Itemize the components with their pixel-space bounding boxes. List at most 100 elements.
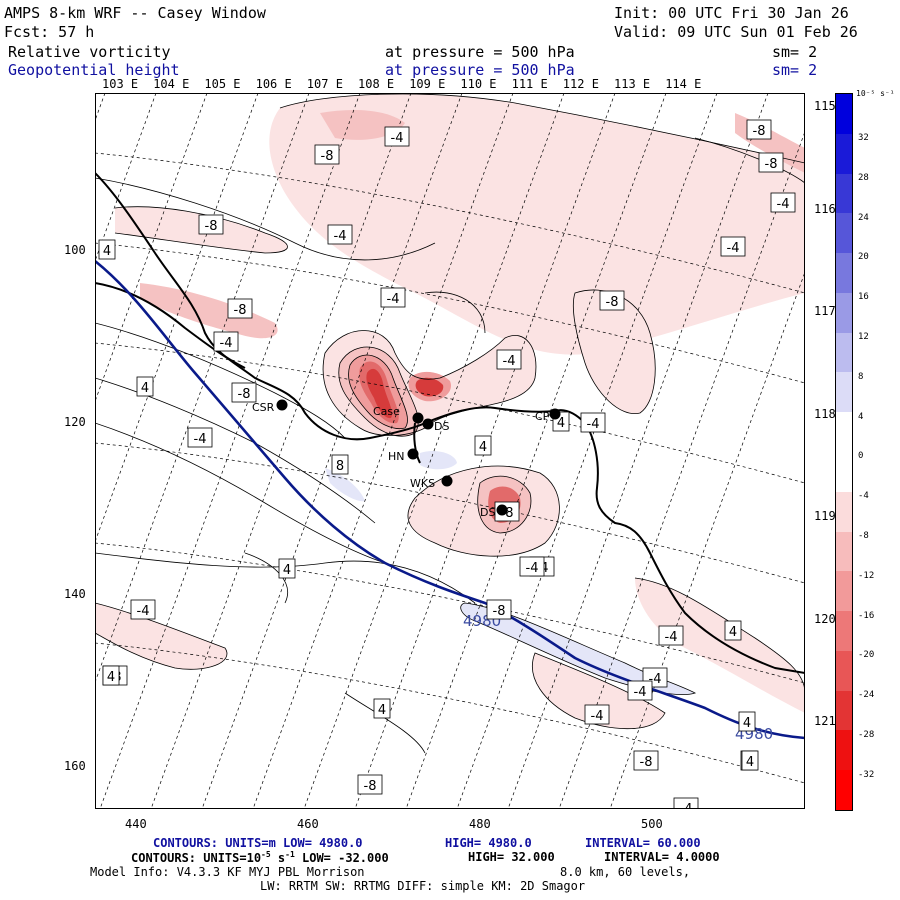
footer-height-interval: INTERVAL= 60.000 xyxy=(585,836,701,850)
station-marker xyxy=(441,475,453,487)
grid-meridian xyxy=(201,93,463,809)
contour-label: -8 xyxy=(746,119,772,140)
top-lon-label: 114 E xyxy=(665,77,702,91)
grid-meridian xyxy=(95,93,259,543)
colorbar-swatch xyxy=(836,452,852,493)
contour-label: -8 xyxy=(227,298,253,319)
svg-text:-8: -8 xyxy=(205,219,218,234)
svg-text:4: 4 xyxy=(557,416,565,431)
contour-label: -4 xyxy=(658,625,684,646)
x-tick-label: 480 xyxy=(469,817,491,831)
svg-text:-4: -4 xyxy=(194,432,207,447)
contour-label: -8 xyxy=(314,144,340,165)
colorbar-label: -4 xyxy=(858,491,869,502)
svg-text:-4: -4 xyxy=(137,604,150,619)
colorbar-swatch xyxy=(836,94,852,135)
colorbar-label: 4 xyxy=(858,411,864,422)
contour-label: 8 xyxy=(331,454,349,475)
stations: CSR Case DS HN WKS CP DS xyxy=(252,399,561,519)
svg-text:-8: -8 xyxy=(765,157,778,172)
contour-label: 4 xyxy=(278,558,296,579)
grid-parallel xyxy=(95,642,805,784)
coastline xyxy=(95,172,805,674)
footer-physics: LW: RRTM SW: RRTMG DIFF: simple KM: 2D S… xyxy=(260,879,586,893)
colorbar-swatch xyxy=(836,372,852,413)
contour-label: -8 xyxy=(231,382,257,403)
svg-text:-4: -4 xyxy=(587,417,600,432)
colorbar-label: 12 xyxy=(858,332,869,342)
footer-model-info: Model Info: V4.3.3 KF MYJ PBL Morrison xyxy=(90,865,365,879)
contour-label: -4 xyxy=(187,427,213,448)
svg-text:-4: -4 xyxy=(665,630,678,645)
top-lon-label: 104 E xyxy=(153,77,190,91)
svg-text:4: 4 xyxy=(479,440,487,455)
colorbar-label: -28 xyxy=(858,730,875,740)
station-marker xyxy=(407,448,419,460)
colorbar xyxy=(835,93,853,811)
field2-name: Geopotential height xyxy=(8,61,180,79)
negative-vorticity-shading xyxy=(95,93,805,729)
contour-label: -4 xyxy=(519,556,545,577)
svg-text:-8: -8 xyxy=(364,779,377,794)
colorbar-swatch xyxy=(836,491,852,533)
grid-meridian xyxy=(99,93,361,809)
colorbar-swatch xyxy=(836,412,852,453)
colorbar-label: 28 xyxy=(858,172,869,183)
svg-text:-4: -4 xyxy=(334,229,347,244)
top-lon-label: 109 E xyxy=(409,77,446,91)
contour-label: -4 xyxy=(496,349,522,370)
colorbar-swatch xyxy=(836,650,852,692)
colorbar-label: 16 xyxy=(858,292,869,303)
station-label: DS xyxy=(480,506,495,519)
svg-text:4: 4 xyxy=(746,755,754,770)
station-marker xyxy=(496,504,508,516)
svg-text:-4: -4 xyxy=(526,561,539,576)
positive-vorticity-shading xyxy=(325,451,695,695)
contour-label: 4 xyxy=(724,620,742,641)
contour-label: -4 xyxy=(627,680,653,701)
colorbar-swatch xyxy=(836,133,852,175)
contour-label: -4 xyxy=(720,236,746,257)
field2-pressure: at pressure = 500 hPa xyxy=(385,61,575,79)
footer-vort-interval: INTERVAL= 4.0000 xyxy=(604,850,720,864)
map-panel: 4980 4980 -4 -8 -4 -8 -4 4 -8 -4 -8 -8 -4 -4 -8 -4 -4 4… xyxy=(95,93,805,809)
footer-height-high: HIGH= 4980.0 xyxy=(445,836,532,850)
y-tick-label: 140 xyxy=(64,587,86,601)
grid-meridian xyxy=(456,93,718,809)
top-lon-label: 111 E xyxy=(511,77,548,91)
colorbar-swatch xyxy=(836,253,852,294)
contour-label: 4 xyxy=(373,698,391,719)
contour-label: 4 xyxy=(474,435,492,456)
colorbar-label: -8 xyxy=(858,531,869,541)
grid-meridian xyxy=(405,93,667,809)
grid-meridian xyxy=(150,93,412,809)
colorbar-swatch xyxy=(836,690,852,731)
svg-text:-8: -8 xyxy=(238,387,251,402)
station-marker xyxy=(276,399,288,411)
contour-label: 4 xyxy=(102,665,120,686)
top-lon-label: 106 E xyxy=(255,77,292,91)
svg-text:4: 4 xyxy=(103,244,111,259)
x-tick-label: 460 xyxy=(297,817,319,831)
grid-parallel xyxy=(95,442,805,584)
grid-parallel xyxy=(95,152,805,294)
colorbar-label: -16 xyxy=(858,610,875,621)
top-lon-label: 108 E xyxy=(358,77,395,91)
colorbar-label: 8 xyxy=(858,371,864,382)
station-label: CSR xyxy=(252,401,275,414)
top-lon-label: 110 E xyxy=(460,77,497,91)
colorbar-swatch xyxy=(836,730,852,771)
svg-text:-4: -4 xyxy=(503,354,516,369)
svg-text:-4: -4 xyxy=(680,802,693,809)
contour-label: -4 xyxy=(770,192,796,213)
contour-label: -8 xyxy=(599,290,625,311)
svg-text:4: 4 xyxy=(729,625,737,640)
contour-label: 4 xyxy=(136,376,154,397)
colorbar-label: -20 xyxy=(858,650,875,661)
map-title: AMPS 8-km WRF -- Casey Window xyxy=(4,4,266,22)
svg-text:4: 4 xyxy=(283,563,291,578)
footer-vort-high: HIGH= 32.000 xyxy=(468,850,555,864)
colorbar-swatch xyxy=(836,213,852,254)
svg-text:-4: -4 xyxy=(777,197,790,212)
colorbar-swatch xyxy=(836,173,852,214)
